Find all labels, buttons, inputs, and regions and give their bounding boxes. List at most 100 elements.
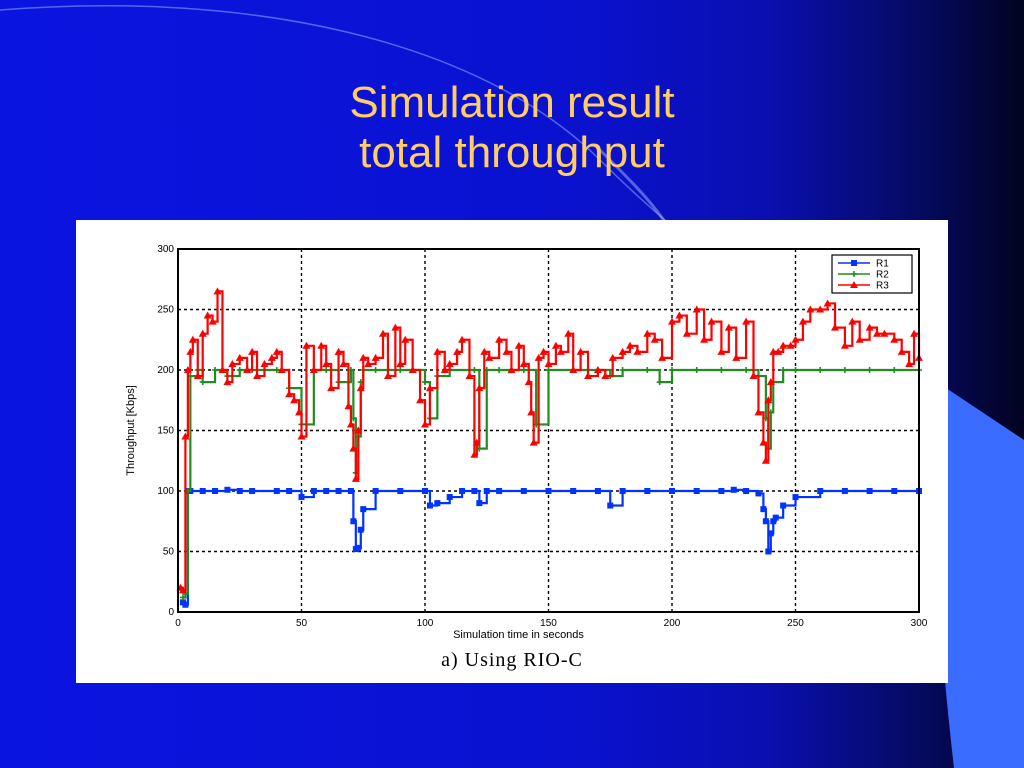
data-point bbox=[873, 329, 882, 337]
data-point bbox=[608, 353, 617, 361]
data-point bbox=[742, 317, 751, 325]
data-point bbox=[323, 367, 330, 373]
data-point bbox=[545, 488, 552, 494]
data-point bbox=[426, 502, 433, 509]
data-point bbox=[891, 488, 898, 494]
data-point bbox=[724, 323, 733, 331]
data-point bbox=[397, 488, 404, 494]
data-point bbox=[539, 347, 548, 355]
data-point bbox=[309, 366, 318, 373]
data-point bbox=[774, 347, 783, 355]
data-point bbox=[693, 488, 700, 494]
data-point bbox=[425, 384, 434, 392]
data-point bbox=[823, 299, 832, 307]
data-point bbox=[656, 379, 663, 386]
data-point bbox=[544, 359, 553, 367]
data-point bbox=[732, 353, 741, 361]
data-point bbox=[619, 488, 626, 494]
data-point bbox=[277, 366, 286, 373]
data-point bbox=[323, 488, 330, 494]
throughput-chart: 0 50 100 150 200 250 300 0 50 100 150 200 250 300 Sim… bbox=[125, 244, 928, 641]
series-r2 bbox=[179, 367, 922, 601]
data-point bbox=[470, 450, 479, 458]
data-point bbox=[682, 329, 691, 337]
data-point bbox=[383, 372, 392, 380]
data-point bbox=[496, 367, 503, 373]
data-point bbox=[806, 305, 815, 313]
x-tick-label: 150 bbox=[540, 618, 557, 629]
data-point bbox=[717, 347, 726, 355]
data-point bbox=[397, 367, 404, 373]
data-point bbox=[416, 396, 425, 404]
data-point bbox=[334, 347, 343, 355]
data-point bbox=[317, 341, 326, 349]
data-point bbox=[866, 367, 873, 373]
data-point bbox=[480, 347, 489, 355]
data-point bbox=[840, 341, 849, 349]
data-point bbox=[433, 347, 442, 355]
data-point bbox=[434, 500, 441, 507]
data-point bbox=[514, 341, 523, 349]
data-point bbox=[379, 329, 388, 337]
data-point bbox=[798, 317, 807, 325]
data-point bbox=[619, 367, 626, 373]
data-point bbox=[851, 260, 857, 266]
data-point bbox=[218, 366, 227, 373]
data-point bbox=[475, 384, 484, 392]
data-point bbox=[905, 359, 914, 367]
y-tick-label: 200 bbox=[157, 365, 174, 376]
data-point bbox=[471, 488, 478, 494]
data-point bbox=[675, 311, 684, 319]
x-tick-label: 100 bbox=[417, 618, 434, 629]
data-point bbox=[445, 359, 454, 367]
data-point bbox=[529, 438, 538, 446]
data-point bbox=[520, 488, 527, 494]
decorative-band bbox=[934, 380, 1024, 768]
data-point bbox=[880, 329, 889, 337]
series-r3 bbox=[176, 287, 923, 594]
data-point bbox=[700, 335, 709, 343]
data-point bbox=[465, 372, 474, 380]
data-point bbox=[408, 366, 417, 373]
data-point bbox=[349, 444, 358, 452]
data-point bbox=[780, 367, 787, 373]
data-point bbox=[179, 594, 186, 601]
data-point bbox=[848, 317, 857, 325]
data-point bbox=[650, 335, 659, 343]
series-line bbox=[182, 488, 919, 606]
data-point bbox=[212, 367, 219, 373]
y-tick-label: 50 bbox=[163, 547, 175, 558]
data-point bbox=[327, 384, 336, 392]
data-point bbox=[273, 367, 280, 373]
data-point bbox=[223, 378, 232, 386]
slide-title-line-2: total throughput bbox=[359, 128, 665, 177]
data-point bbox=[208, 317, 217, 325]
data-point bbox=[817, 367, 824, 373]
data-point bbox=[471, 367, 478, 373]
x-tick-label: 0 bbox=[175, 618, 181, 629]
data-point bbox=[248, 347, 257, 355]
data-point bbox=[213, 287, 222, 295]
data-point bbox=[770, 518, 777, 525]
data-point bbox=[507, 366, 516, 373]
data-point bbox=[267, 353, 276, 361]
data-point bbox=[594, 488, 601, 494]
data-point bbox=[446, 494, 453, 501]
data-point bbox=[199, 488, 206, 494]
legend-entry: R1 bbox=[838, 259, 889, 270]
data-point bbox=[576, 347, 585, 355]
data-point bbox=[743, 367, 750, 373]
data-point bbox=[286, 488, 293, 494]
x-tick-label: 50 bbox=[296, 618, 308, 629]
data-point bbox=[817, 488, 824, 494]
data-point bbox=[841, 488, 848, 494]
data-point bbox=[644, 488, 651, 494]
data-point bbox=[203, 311, 212, 319]
x-tick-label: 200 bbox=[664, 618, 681, 629]
data-point bbox=[766, 378, 775, 386]
data-point bbox=[851, 271, 857, 277]
data-point bbox=[765, 548, 772, 555]
data-point bbox=[391, 323, 400, 331]
chart-grid bbox=[178, 249, 919, 612]
data-point bbox=[372, 367, 379, 373]
